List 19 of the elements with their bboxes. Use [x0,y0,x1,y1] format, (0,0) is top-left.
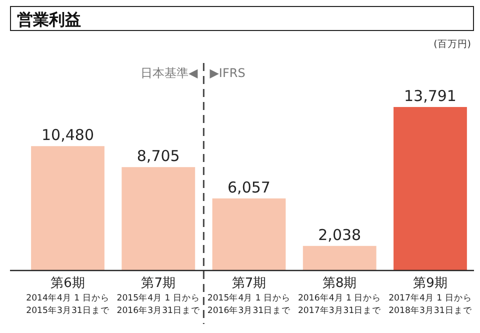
data-label: 10,480 [42,126,94,144]
x-tick-label: 第6期 2014年4月 1 日から 2015年3月31日まで [26,276,110,316]
data-label: 8,705 [136,147,180,166]
x-tick-label: 第9期 2017年4月 1 日から 2018年3月31日まで [388,276,473,316]
x-tick-label: 第7期 2015年4月 1 日から 2016年3月31日まで [116,276,202,316]
bar [212,198,286,270]
data-label: 2,038 [318,226,362,244]
x-tick-label: 第7期 2015年4月 1 日から 2016年3月31日まで [207,276,292,316]
text: 日本基準◀ [140,66,198,80]
bar [394,107,467,270]
data-label: 13,791 [404,87,456,105]
text: ▶IFRS [210,66,246,80]
bar [302,246,376,270]
bar [122,167,196,270]
text: (百万円) [434,39,471,50]
data-label: 6,057 [228,178,270,196]
bar [31,146,104,270]
x-tick-label: 第8期 2016年4月 1 日から 2017年3月31日まで [298,276,382,316]
chart-title: 営業利益 [17,10,81,29]
